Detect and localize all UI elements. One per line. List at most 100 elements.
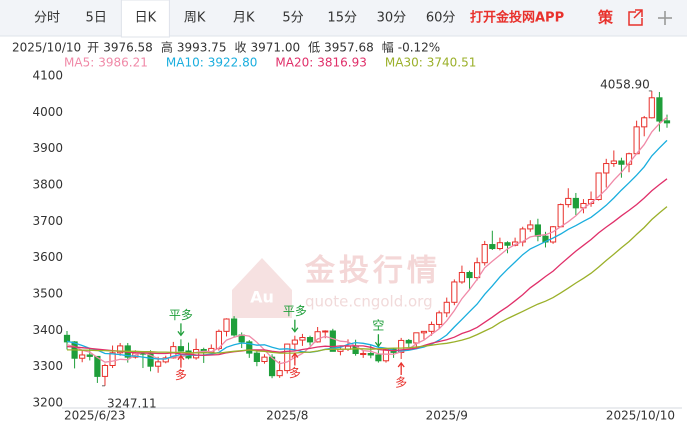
x-tick-label: 2025/8: [266, 409, 308, 423]
open-external-icon[interactable]: [628, 9, 643, 26]
annotation-label: 4058.90: [600, 77, 650, 91]
tab[interactable]: 5分: [282, 11, 303, 26]
candle-body: [618, 160, 625, 165]
legend-name: MA30:: [385, 56, 423, 70]
candle-body: [504, 242, 511, 246]
candle-body: [443, 301, 450, 314]
tab[interactable]: 5日: [86, 11, 107, 26]
tab[interactable]: 30分: [377, 11, 407, 26]
candle-body: [405, 339, 412, 344]
candle-body: [436, 312, 443, 325]
tab[interactable]: 周K: [184, 11, 206, 26]
candle-body: [329, 330, 336, 352]
legend-value: 3740.51: [427, 56, 477, 70]
candle-body: [79, 354, 86, 359]
info-name: 开: [87, 41, 99, 55]
candle-body: [610, 160, 617, 165]
x-tick-label: 2025/6/23: [64, 409, 126, 423]
candle-body: [458, 272, 466, 283]
candle-body: [382, 348, 390, 362]
signal-arrowhead: [177, 354, 185, 361]
tab[interactable]: 60分: [426, 11, 456, 26]
signal-label: 多: [289, 366, 301, 380]
signal-arrowhead: [291, 352, 299, 358]
tab[interactable]: 日K: [135, 11, 157, 26]
candle-body: [595, 172, 602, 200]
candle-body: [481, 244, 488, 264]
signal-arrowhead: [291, 327, 299, 333]
candle-body: [306, 337, 314, 343]
legend-name: MA20:: [275, 56, 313, 70]
strategy-icon[interactable]: 策: [597, 9, 614, 27]
candle-body: [527, 224, 534, 230]
candle-body: [656, 97, 663, 122]
candle-body: [177, 346, 185, 352]
candle-body: [413, 332, 420, 344]
candle-body: [322, 330, 329, 333]
info-value: 3957.68: [324, 41, 374, 55]
candle-body: [428, 323, 435, 332]
candle-body: [291, 339, 298, 345]
signal-arrowhead: [177, 330, 185, 337]
candle-body: [420, 330, 428, 334]
ma-line: [66, 116, 668, 365]
add-icon[interactable]: [658, 11, 672, 25]
toolbar: [0, 0, 687, 36]
annotation-label: 3247.11: [107, 396, 157, 410]
y-tick-label: 3700: [32, 214, 63, 228]
candle-body: [276, 370, 283, 377]
candle-body: [109, 352, 116, 366]
y-tick-label: 3300: [32, 359, 63, 373]
info-name: 收: [234, 41, 246, 55]
candle-body: [284, 343, 291, 372]
candles: [63, 90, 671, 386]
candle-body: [367, 353, 374, 356]
ma-line: [67, 206, 668, 354]
legend-value: 3922.80: [208, 56, 258, 70]
candle-body: [451, 281, 458, 303]
candle-body: [360, 353, 367, 356]
candle-body: [496, 242, 504, 250]
info-value: 3976.58: [103, 41, 153, 55]
candle-body: [489, 244, 496, 250]
candle-body: [147, 353, 154, 367]
candle-body: [314, 331, 321, 343]
candle-body: [299, 337, 306, 341]
candle-body: [663, 120, 671, 124]
candle-body: [557, 204, 564, 228]
candle-body: [603, 163, 610, 174]
y-tick-label: 4100: [32, 68, 63, 82]
candle-body: [572, 197, 579, 209]
candle-body: [162, 357, 169, 363]
candle-body: [94, 355, 101, 377]
watermark-title: 金投行情: [304, 254, 441, 289]
y-tick-label: 3900: [32, 141, 63, 155]
candle-body: [641, 117, 648, 128]
ma-line: [66, 178, 668, 356]
tab[interactable]: 分时: [34, 11, 60, 26]
candle-body: [261, 356, 268, 363]
signal-arrowhead: [397, 361, 405, 368]
candle-body: [633, 126, 640, 155]
info-value: 3971.00: [250, 41, 300, 55]
candle-body: [230, 318, 238, 336]
watermark-logo: Au: [250, 288, 274, 307]
candle-body: [246, 341, 253, 354]
tab[interactable]: 月K: [233, 11, 255, 26]
candle-body: [565, 197, 572, 206]
candle-body: [101, 365, 109, 377]
info-name: 高: [161, 40, 173, 55]
candle-body: [63, 334, 71, 343]
candle-body: [466, 272, 473, 279]
info-value: 3993.75: [177, 41, 227, 55]
y-tick-label: 3600: [32, 250, 63, 264]
signal-label: 平多: [283, 304, 307, 318]
tab[interactable]: 15分: [327, 11, 357, 26]
x-tick-label: 2025/9: [426, 409, 468, 423]
legend-value: 3986.21: [98, 56, 148, 70]
app-link[interactable]: 打开金投网APP: [470, 10, 564, 26]
info-value: -0.12%: [398, 41, 440, 55]
info-date: 2025/10/10: [12, 41, 81, 55]
candle-body: [117, 345, 124, 354]
